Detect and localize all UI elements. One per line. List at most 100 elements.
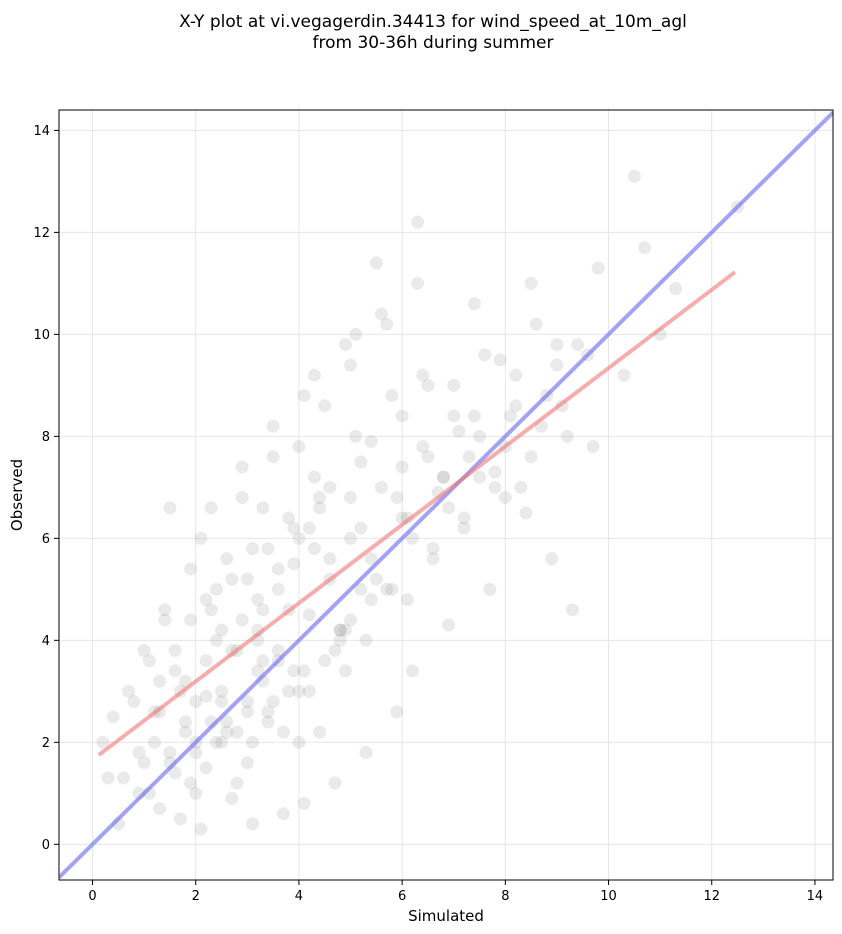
data-point [560, 429, 574, 443]
data-point [178, 725, 192, 739]
data-point [220, 725, 234, 739]
y-axis-ticks: 0 2 4 6 8 10 12 14 [33, 124, 59, 853]
data-point [209, 633, 223, 647]
data-point [467, 297, 481, 311]
data-point [333, 623, 347, 637]
data-point [586, 440, 600, 454]
data-point [344, 531, 358, 545]
data-point [442, 501, 456, 515]
data-point [385, 582, 399, 596]
data-point [323, 552, 337, 566]
data-point [287, 557, 301, 571]
data-point [302, 608, 316, 622]
data-point [292, 531, 306, 545]
data-point [395, 460, 409, 474]
reference-line [59, 111, 833, 879]
data-point [163, 501, 177, 515]
data-point [488, 465, 502, 479]
data-point [184, 613, 198, 627]
y-tick-label: 10 [33, 328, 50, 343]
y-tick-label: 6 [42, 532, 50, 547]
data-point [287, 521, 301, 535]
data-point [504, 409, 517, 423]
data-point [184, 562, 198, 576]
data-point [313, 491, 327, 505]
data-point [153, 674, 167, 688]
data-point [235, 460, 249, 474]
data-point [251, 593, 265, 607]
data-point [390, 705, 404, 719]
data-point [240, 572, 254, 586]
data-point [452, 424, 466, 438]
data-point [333, 623, 347, 637]
x-tick-label: 4 [295, 889, 303, 904]
data-point [225, 791, 239, 805]
data-point [194, 531, 208, 545]
data-point [524, 276, 538, 290]
data-point [204, 501, 218, 515]
data-point [328, 644, 342, 658]
data-point [209, 735, 223, 749]
data-point [669, 281, 683, 295]
y-tick-label: 14 [33, 124, 50, 139]
data-point [240, 705, 254, 719]
data-point [354, 521, 368, 535]
data-point [313, 725, 327, 739]
data-point [261, 542, 275, 556]
data-point [168, 644, 182, 658]
data-point [266, 419, 280, 433]
plot-frame [58, 109, 834, 881]
data-point [421, 378, 435, 392]
data-point [271, 582, 285, 596]
overlay-lines [59, 111, 833, 879]
data-point [565, 603, 579, 617]
data-point [509, 399, 523, 413]
y-tick-label: 8 [42, 430, 50, 445]
data-point [282, 511, 296, 525]
data-point [426, 552, 440, 566]
data-point [519, 506, 533, 520]
data-point [364, 593, 378, 607]
data-point [137, 756, 151, 770]
data-point [215, 684, 229, 698]
data-point [246, 817, 259, 831]
data-point [307, 542, 321, 556]
data-point [292, 440, 306, 454]
data-point [266, 450, 280, 464]
x-axis-ticks: 0 2 4 6 8 10 12 14 [88, 880, 823, 904]
data-point [220, 715, 234, 729]
data-point [488, 480, 502, 494]
y-tick-label: 2 [42, 736, 50, 751]
data-point [498, 491, 512, 505]
data-point [405, 531, 419, 545]
data-point [297, 664, 311, 678]
data-point [246, 735, 259, 749]
data-point [405, 664, 419, 678]
chart-title-line-1: X-Y plot at vi.vegagerdin.34413 for wind… [179, 12, 687, 32]
data-point [638, 241, 652, 255]
data-point [106, 710, 120, 724]
data-point [380, 582, 394, 596]
y-tick-label: 4 [42, 634, 50, 649]
data-point [225, 572, 239, 586]
data-point [189, 695, 203, 709]
data-point [147, 735, 161, 749]
x-tick-label: 10 [600, 889, 617, 904]
data-point [189, 746, 203, 760]
data-point [509, 368, 523, 382]
data-point [318, 399, 332, 413]
x-axis-label: Simulated [408, 907, 484, 925]
data-point [307, 470, 321, 484]
data-point [158, 603, 172, 617]
data-point [349, 429, 363, 443]
data-point [246, 542, 259, 556]
data-point [436, 470, 450, 484]
data-point [101, 771, 115, 785]
data-point [282, 684, 296, 698]
data-point [478, 348, 492, 362]
data-point [318, 654, 332, 668]
data-point [344, 613, 358, 627]
data-point [96, 735, 110, 749]
data-point [256, 501, 270, 515]
data-point [292, 684, 306, 698]
